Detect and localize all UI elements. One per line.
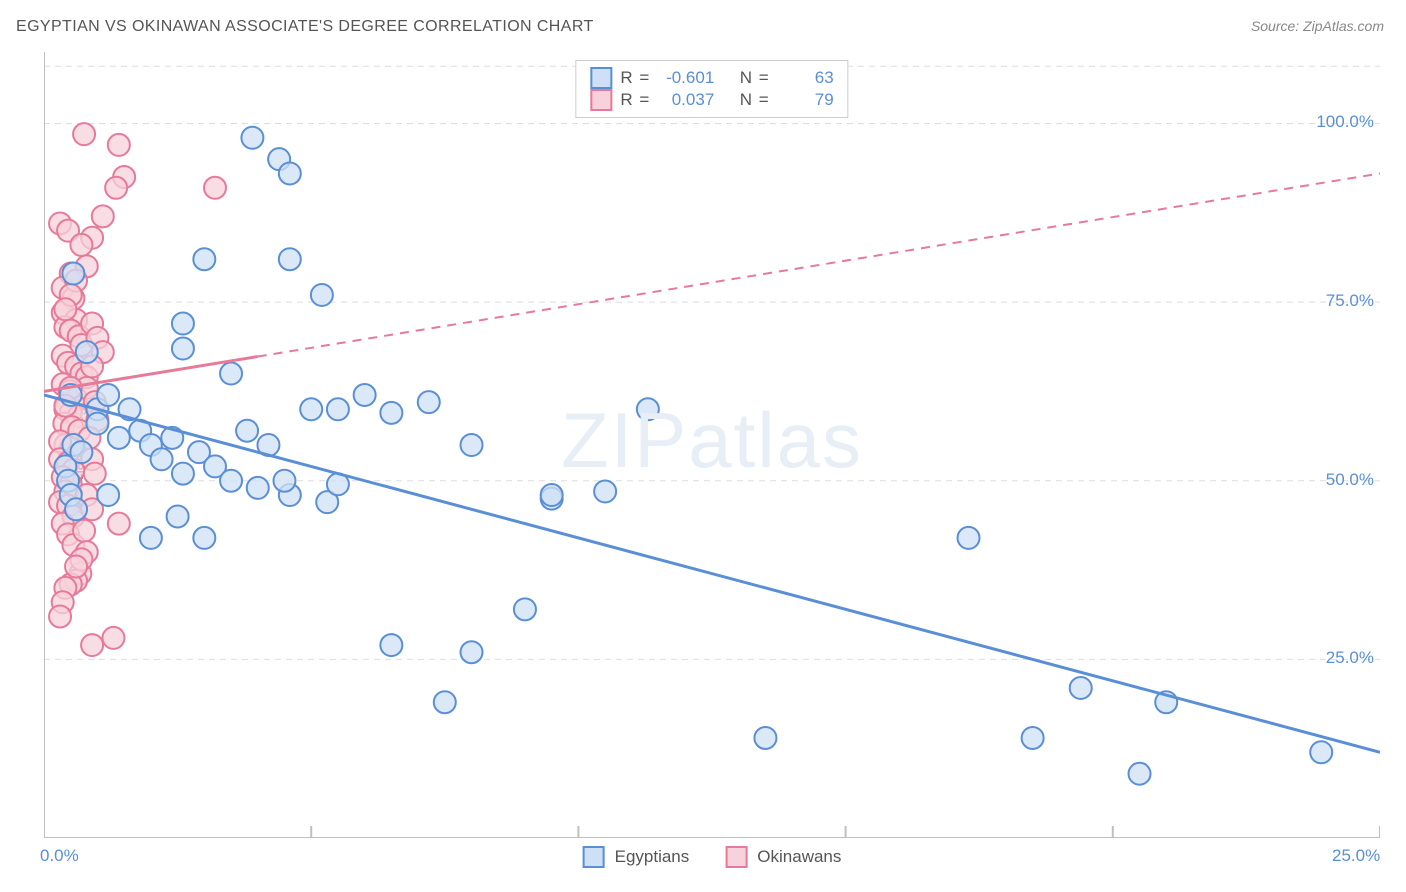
r-value: -0.601 bbox=[658, 68, 714, 88]
x-tick-label-25: 25.0% bbox=[1332, 846, 1380, 866]
n-value: 79 bbox=[778, 90, 834, 110]
series-legend: Egyptians Okinawans bbox=[583, 846, 842, 868]
correlation-legend: R = -0.601 N = 63 R = 0.037 N = 79 bbox=[575, 60, 848, 118]
correlation-legend-row-0: R = -0.601 N = 63 bbox=[590, 67, 833, 89]
chart-title: EGYPTIAN VS OKINAWAN ASSOCIATE'S DEGREE … bbox=[16, 18, 594, 36]
swatch-icon bbox=[583, 846, 605, 868]
y-tick-label-75: 75.0% bbox=[1326, 291, 1374, 311]
legend-label: Egyptians bbox=[615, 847, 690, 867]
plot-area: ZIPatlas R = -0.601 N = 63 R = 0.037 N =… bbox=[44, 52, 1380, 838]
n-label: N = bbox=[740, 68, 770, 88]
n-label: N = bbox=[740, 90, 770, 110]
y-tick-label-50: 50.0% bbox=[1326, 470, 1374, 490]
scatter-plot-svg bbox=[44, 52, 1380, 838]
swatch-icon bbox=[590, 67, 612, 89]
n-value: 63 bbox=[778, 68, 834, 88]
source-attribution: Source: ZipAtlas.com bbox=[1251, 18, 1384, 34]
chart-container: EGYPTIAN VS OKINAWAN ASSOCIATE'S DEGREE … bbox=[0, 0, 1406, 892]
r-value: 0.037 bbox=[658, 90, 714, 110]
r-label: R = bbox=[620, 90, 650, 110]
x-tick-label-0: 0.0% bbox=[40, 846, 79, 866]
legend-label: Okinawans bbox=[757, 847, 841, 867]
r-label: R = bbox=[620, 68, 650, 88]
correlation-legend-row-1: R = 0.037 N = 79 bbox=[590, 89, 833, 111]
y-tick-label-100: 100.0% bbox=[1316, 112, 1374, 132]
y-tick-label-25: 25.0% bbox=[1326, 648, 1374, 668]
swatch-icon bbox=[590, 89, 612, 111]
legend-item-egyptians: Egyptians bbox=[583, 846, 690, 868]
swatch-icon bbox=[725, 846, 747, 868]
legend-item-okinawans: Okinawans bbox=[725, 846, 841, 868]
